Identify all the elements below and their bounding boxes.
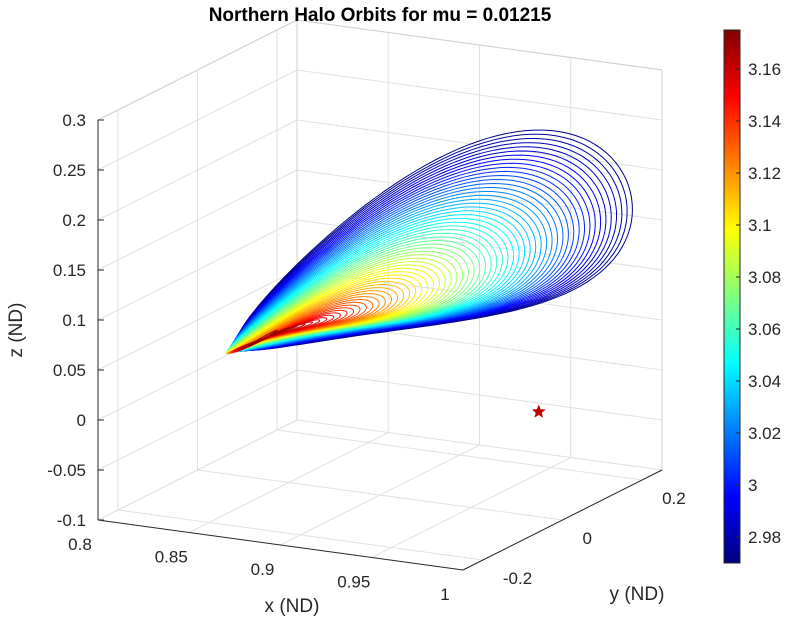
box-edge (97, 19, 298, 121)
grid-line (97, 119, 298, 221)
grid-line (97, 369, 298, 471)
colorbar-tick-label: 3.12 (748, 164, 781, 183)
colorbar-tick-label: 3.14 (748, 112, 781, 131)
axes-grid (97, 19, 663, 571)
colorbar-tick-label: 2.98 (748, 528, 781, 547)
grid-line (97, 69, 298, 171)
grid-line (197, 469, 563, 521)
y-axis-line (462, 469, 663, 571)
colorbar-tick-label: 3.04 (748, 372, 781, 391)
x-axis-label: x (ND) (265, 596, 320, 617)
grid-line (296, 119, 663, 171)
chart-title: Northern Halo Orbits for mu = 0.01215 (209, 5, 552, 26)
grid-line (296, 69, 663, 121)
x-axis-line (97, 519, 464, 571)
colorbar-tick-label: 3.02 (748, 424, 781, 443)
z-axis-label: z (ND) (6, 303, 27, 358)
box-edge (296, 19, 663, 71)
colorbar-tick-label: 3.1 (748, 216, 772, 235)
z-tick-label: -0.1 (57, 511, 86, 530)
x-tick-label: 0.8 (68, 535, 92, 554)
z-tick-label: 0.2 (62, 211, 86, 230)
z-tick-label: 0.25 (53, 161, 86, 180)
grid-line (296, 369, 663, 421)
colorbar-tick-label: 3.08 (748, 268, 781, 287)
orbit-family (225, 129, 633, 355)
z-tick-label: -0.05 (47, 461, 86, 480)
y-tick-label: 0.2 (662, 489, 686, 508)
grid-line (97, 269, 298, 371)
z-tick-label: 0 (77, 411, 86, 430)
grid-line (97, 219, 298, 321)
x-tick-label: 1 (440, 585, 449, 604)
x-tick-label: 0.95 (337, 573, 370, 592)
y-tick-label: 0 (583, 529, 592, 548)
x-tick-label: 0.9 (251, 560, 275, 579)
marker-layer (531, 404, 546, 418)
z-tick-label: 0.3 (62, 111, 86, 130)
axes-labels: -0.1 -0.05 0 0.05 0.1 0.15 0.2 0.25 0.3 0.8 0.85 0.… (6, 111, 686, 617)
grid-line (97, 169, 298, 271)
grid-line (277, 429, 643, 481)
orbit-line (248, 329, 278, 347)
orbit-line (243, 327, 290, 350)
colorbar-tick-label: 3 (748, 476, 757, 495)
z-tick-label: 0.15 (53, 261, 86, 280)
marker-star (531, 404, 546, 418)
colorbar-gradient (723, 29, 741, 564)
colorbar-tick-label: 3.06 (748, 320, 781, 339)
colorbar: 2.98 3 3.02 3.04 3.06 3.08 3.1 3.12 3.14 3.16 (723, 29, 781, 564)
y-axis-label: y (ND) (610, 584, 665, 605)
z-tick-label: 0.1 (62, 311, 86, 330)
colorbar-tick-label: 3.16 (748, 60, 781, 79)
y-tick-label: -0.2 (503, 569, 532, 588)
grid-line (117, 509, 483, 561)
z-tick-label: 0.05 (53, 361, 86, 380)
x-tick-label: 0.85 (155, 548, 188, 567)
